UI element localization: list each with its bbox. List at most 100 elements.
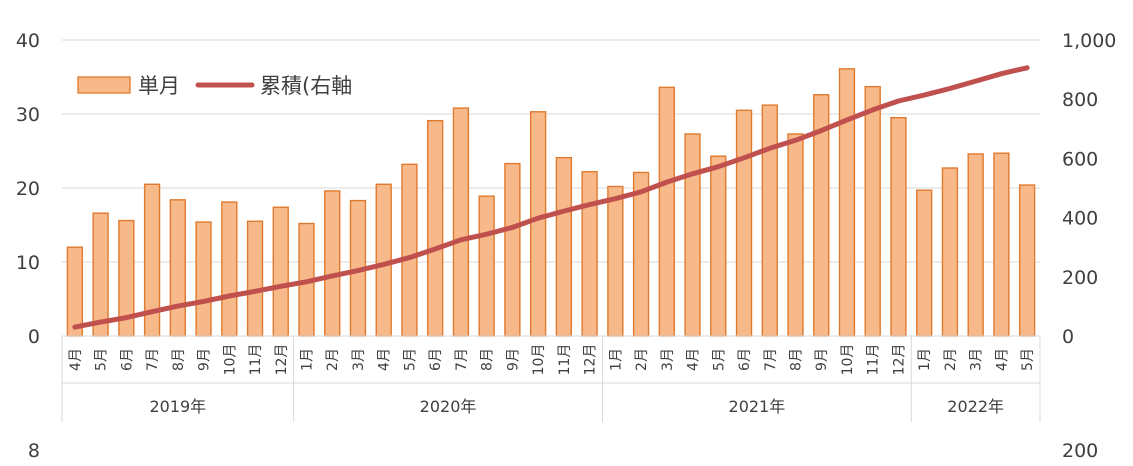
chart-cumulative-line: [72, 65, 1030, 330]
bar-monthly: [993, 152, 1010, 337]
chart-x-axis: 4月 5月 6月 7月 8月 9月 10月 11月 12月 1月 2月 3月 4月 5月 6月 7月 8月 9月 1…: [61, 335, 1041, 422]
x-tick-label: 5月: [94, 348, 110, 371]
legend-swatch-monthly: [77, 76, 131, 94]
bar-monthly: [66, 246, 84, 337]
bar-monthly: [246, 220, 264, 337]
x-tick-label: 11月: [557, 344, 573, 376]
y-left-tick-label: 0: [28, 326, 40, 348]
x-tick-label: 6月: [737, 348, 753, 371]
bar-monthly: [684, 133, 701, 337]
x-tick-label: 5月: [402, 348, 418, 371]
x-tick-label: 1月: [608, 348, 624, 371]
x-tick-label: 3月: [351, 348, 367, 371]
bar-monthly: [195, 221, 212, 337]
chart-legend: 単月 累積(右軸: [77, 74, 352, 98]
x-tick-label: 8月: [171, 348, 187, 371]
x-tick-label: 10月: [840, 344, 856, 376]
bar-monthly: [632, 171, 650, 337]
x-group-label: 2022年: [947, 397, 1004, 416]
x-tick-label: 6月: [119, 348, 135, 371]
bar-monthly: [890, 116, 907, 337]
bar-monthly: [452, 107, 470, 337]
y-right-tick-label: 200: [1062, 267, 1098, 289]
y-right-tick-label: 0: [1062, 326, 1074, 348]
y-right-tick-label: 1,000: [1062, 30, 1116, 52]
second-chart-partial: 8 200: [28, 440, 1098, 462]
x-tick-label: 12月: [583, 344, 599, 376]
bar-monthly: [967, 153, 984, 337]
second-chart-y-left-tick: 8: [28, 440, 40, 462]
bar-monthly: [581, 171, 598, 337]
x-tick-label: 2月: [943, 348, 959, 371]
y-right-tick-label: 800: [1062, 89, 1098, 111]
x-group-label: 2020年: [420, 397, 477, 416]
x-tick-label: 1月: [300, 348, 316, 371]
x-tick-label: 9月: [505, 348, 521, 371]
bar-monthly: [401, 163, 418, 337]
x-tick-label: 9月: [197, 348, 213, 371]
x-tick-label: 5月: [711, 348, 727, 371]
x-tick-label: 7月: [454, 348, 470, 371]
x-tick-label: 4月: [686, 348, 702, 371]
bar-monthly: [169, 199, 186, 337]
line-cumulative: [72, 65, 1030, 330]
y-left-tick-label: 40: [16, 30, 40, 52]
x-tick-label: 3月: [660, 348, 676, 371]
y-left-tick-label: 30: [16, 104, 40, 126]
x-group-label: 2021年: [729, 397, 786, 416]
x-tick-label: 9月: [814, 348, 830, 371]
y-right-tick-label: 400: [1062, 208, 1098, 230]
bar-monthly: [375, 183, 392, 337]
x-tick-label: 4月: [377, 348, 393, 371]
bar-monthly: [864, 85, 881, 337]
bar-monthly: [504, 162, 521, 337]
bar-monthly: [478, 195, 495, 337]
bar-monthly: [941, 167, 959, 337]
bar-monthly: [838, 68, 856, 337]
x-tick-label: 4月: [994, 348, 1010, 371]
x-tick-label: 6月: [428, 348, 444, 371]
x-tick-label: 10月: [531, 344, 547, 376]
bar-monthly: [555, 156, 573, 337]
x-tick-label: 3月: [969, 348, 985, 371]
x-tick-label: 7月: [145, 348, 161, 371]
x-group-label: 2019年: [149, 397, 206, 416]
x-tick-label: 7月: [763, 348, 779, 371]
bar-monthly: [324, 190, 341, 337]
x-tick-label: 10月: [222, 344, 238, 376]
bar-monthly: [735, 109, 753, 337]
x-tick-label: 2月: [634, 348, 650, 371]
x-tick-label: 2月: [325, 348, 341, 371]
bar-monthly: [787, 133, 804, 337]
legend-label-cumulative: 累積(右軸: [260, 74, 352, 98]
bar-monthly: [761, 104, 778, 337]
y-left-tick-label: 20: [16, 178, 40, 200]
bar-monthly: [529, 111, 547, 337]
x-tick-label: 4月: [68, 348, 84, 371]
bar-monthly: [607, 185, 624, 337]
bar-monthly: [272, 206, 289, 337]
x-tick-label: 8月: [789, 348, 805, 371]
x-tick-label: 1月: [917, 348, 933, 371]
x-tick-label: 11月: [248, 344, 264, 376]
bar-monthly: [92, 212, 109, 337]
x-tick-label: 5月: [1020, 348, 1036, 371]
bar-monthly: [221, 201, 238, 337]
x-tick-label: 12月: [891, 344, 907, 376]
x-tick-label: 11月: [866, 344, 882, 376]
second-chart-y-right-tick: 200: [1062, 440, 1098, 462]
bar-monthly: [710, 155, 727, 337]
chart-y-axis-right: 0 200 400 600 800 1,000: [1062, 30, 1116, 348]
y-right-tick-label: 600: [1062, 148, 1098, 170]
x-tick-label: 12月: [274, 344, 290, 376]
y-left-tick-label: 10: [16, 252, 40, 274]
chart-bars: [66, 68, 1036, 337]
bar-monthly: [658, 86, 675, 337]
x-tick-label: 8月: [480, 348, 496, 371]
bar-monthly: [916, 189, 933, 337]
bar-monthly: [427, 119, 444, 337]
legend-label-monthly: 単月: [138, 74, 180, 98]
chart-y-axis-left: 0 10 20 30 40: [16, 30, 40, 348]
bar-monthly: [1018, 184, 1036, 337]
